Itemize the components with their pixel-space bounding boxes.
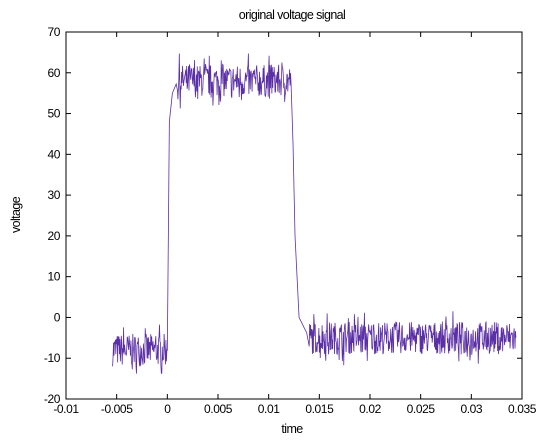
y-tick-label: 20 (47, 229, 60, 243)
x-tick-label: 0.01 (258, 402, 280, 416)
y-tick-label: 0 (54, 310, 61, 324)
y-axis-label: voltage (9, 196, 23, 233)
x-axis: -0.01 -0.005 0 0.005 0.01 0.015 0.02 0.025 0.03 0… (53, 32, 537, 416)
x-tick-label: -0.01 (53, 402, 79, 416)
x-tick-label: 0.025 (407, 402, 436, 416)
y-tick-label: 40 (47, 147, 60, 161)
signal-line (112, 53, 517, 374)
y-tick-label: -10 (44, 351, 61, 365)
x-tick-label: 0.03 (460, 402, 482, 416)
x-tick-label: 0.015 (305, 402, 334, 416)
plot-frame (65, 31, 523, 400)
x-tick-label: 0 (164, 402, 171, 416)
x-axis-label: time (281, 422, 303, 436)
y-tick-label: 30 (47, 188, 60, 202)
y-axis: -20 -10 0 10 20 30 40 50 60 70 (44, 25, 522, 406)
y-tick-label: 50 (47, 107, 60, 121)
y-tick-label: -20 (44, 392, 61, 406)
y-tick-label: 70 (47, 25, 60, 39)
plot-area (112, 53, 517, 374)
x-tick-label: 0.02 (359, 402, 381, 416)
y-tick-label: 10 (47, 270, 60, 284)
y-tick-label: 60 (47, 66, 60, 80)
chart-title: original voltage signal (239, 8, 345, 22)
x-tick-label: 0.005 (204, 402, 233, 416)
x-tick-label: -0.005 (101, 402, 133, 416)
x-tick-label: 0.035 (508, 402, 537, 416)
